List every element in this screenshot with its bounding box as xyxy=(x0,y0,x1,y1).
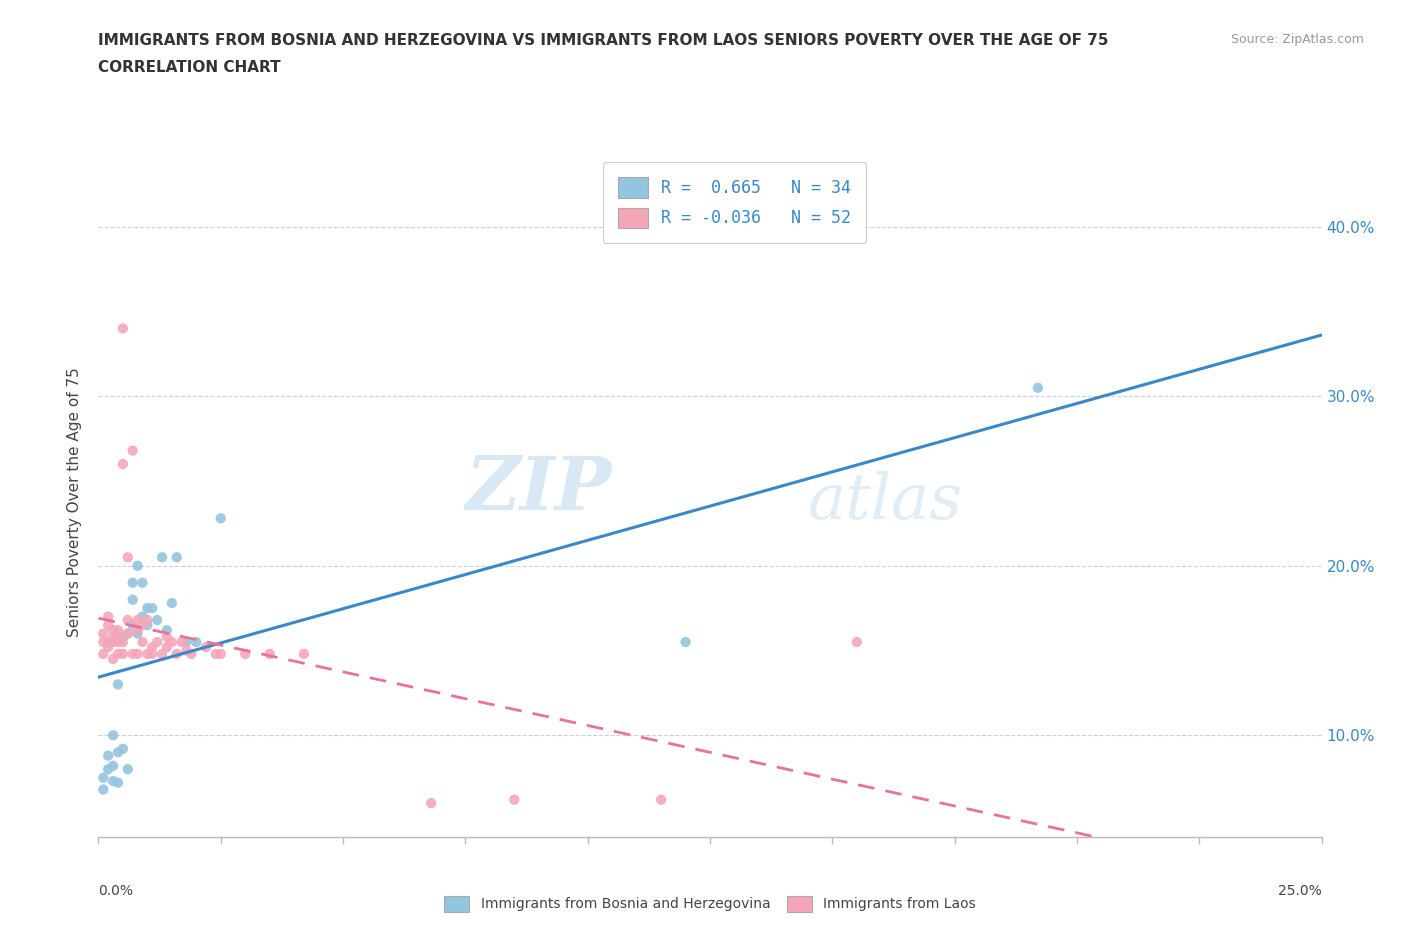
Point xyxy=(97,640,120,655)
Point xyxy=(136,601,159,616)
Text: Source: ZipAtlas.com: Source: ZipAtlas.com xyxy=(1230,33,1364,46)
Point xyxy=(136,618,159,632)
Point xyxy=(97,634,120,649)
Point xyxy=(186,634,208,649)
Point xyxy=(141,601,163,616)
Point xyxy=(195,640,218,655)
Point xyxy=(111,741,134,756)
Point xyxy=(107,634,129,649)
Y-axis label: Seniors Poverty Over the Age of 75: Seniors Poverty Over the Age of 75 xyxy=(67,367,83,637)
Point xyxy=(146,634,169,649)
Point xyxy=(845,634,868,649)
Point xyxy=(160,634,183,649)
Point xyxy=(101,623,124,638)
Point xyxy=(233,646,256,661)
Point xyxy=(111,630,134,644)
Point xyxy=(259,646,281,661)
Point xyxy=(107,745,129,760)
Point xyxy=(91,782,114,797)
Point xyxy=(117,762,139,777)
Text: CORRELATION CHART: CORRELATION CHART xyxy=(98,60,281,75)
Legend: Immigrants from Bosnia and Herzegovina, Immigrants from Laos: Immigrants from Bosnia and Herzegovina, … xyxy=(439,890,981,917)
Point xyxy=(176,634,198,649)
Point xyxy=(117,626,139,641)
Point xyxy=(107,776,129,790)
Point xyxy=(97,618,120,632)
Point xyxy=(503,792,526,807)
Point xyxy=(131,576,153,591)
Point xyxy=(91,626,114,641)
Point xyxy=(180,646,202,661)
Point xyxy=(136,613,159,628)
Point xyxy=(111,646,134,661)
Point xyxy=(675,634,697,649)
Point xyxy=(160,595,183,610)
Point xyxy=(107,630,129,644)
Point xyxy=(101,652,124,667)
Text: IMMIGRANTS FROM BOSNIA AND HERZEGOVINA VS IMMIGRANTS FROM LAOS SENIORS POVERTY O: IMMIGRANTS FROM BOSNIA AND HERZEGOVINA V… xyxy=(98,33,1109,47)
Point xyxy=(117,626,139,641)
Point xyxy=(117,613,139,628)
Point xyxy=(156,623,179,638)
Text: ZIP: ZIP xyxy=(465,453,612,525)
Point xyxy=(101,630,124,644)
Point xyxy=(131,634,153,649)
Point xyxy=(91,634,114,649)
Point xyxy=(121,618,143,632)
Point xyxy=(97,762,120,777)
Point xyxy=(150,550,173,565)
Point xyxy=(205,646,228,661)
Point xyxy=(176,643,198,658)
Point xyxy=(127,646,149,661)
Point xyxy=(166,550,188,565)
Point xyxy=(127,613,149,628)
Point xyxy=(121,592,143,607)
Point xyxy=(101,634,124,649)
Point xyxy=(121,646,143,661)
Point xyxy=(131,609,153,624)
Point xyxy=(107,677,129,692)
Point xyxy=(209,646,232,661)
Point xyxy=(91,770,114,785)
Text: 0.0%: 0.0% xyxy=(98,884,134,897)
Point xyxy=(127,558,149,573)
Point xyxy=(156,640,179,655)
Point xyxy=(141,646,163,661)
Point xyxy=(101,758,124,773)
Text: 25.0%: 25.0% xyxy=(1278,884,1322,897)
Point xyxy=(107,623,129,638)
Point xyxy=(156,630,179,644)
Point xyxy=(650,792,672,807)
Point xyxy=(292,646,315,661)
Point xyxy=(111,634,134,649)
Point xyxy=(170,634,193,649)
Point xyxy=(97,609,120,624)
Point xyxy=(150,646,173,661)
Point xyxy=(127,623,149,638)
Point xyxy=(141,640,163,655)
Point xyxy=(420,796,443,811)
Point xyxy=(91,646,114,661)
Point xyxy=(117,550,139,565)
Point xyxy=(166,646,188,661)
Point xyxy=(127,626,149,641)
Point xyxy=(146,613,169,628)
Point xyxy=(1026,380,1049,395)
Point xyxy=(131,618,153,632)
Point xyxy=(111,457,134,472)
Point xyxy=(121,576,143,591)
Point xyxy=(97,749,120,764)
Point xyxy=(101,728,124,743)
Point xyxy=(136,646,159,661)
Text: atlas: atlas xyxy=(808,472,963,533)
Point xyxy=(121,443,143,458)
Point xyxy=(101,774,124,789)
Point xyxy=(209,511,232,525)
Point xyxy=(107,646,129,661)
Point xyxy=(111,321,134,336)
